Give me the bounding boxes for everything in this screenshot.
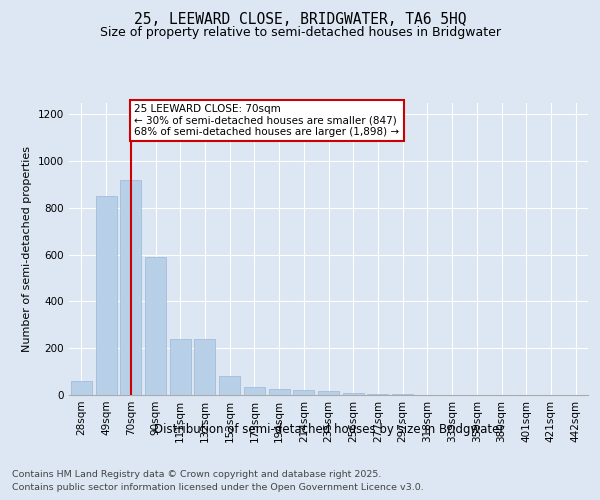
Text: Contains public sector information licensed under the Open Government Licence v3: Contains public sector information licen… <box>12 482 424 492</box>
Bar <box>392 394 413 395</box>
Bar <box>269 389 290 395</box>
Bar <box>343 393 364 395</box>
Text: Contains HM Land Registry data © Crown copyright and database right 2025.: Contains HM Land Registry data © Crown c… <box>12 470 382 479</box>
Text: 25, LEEWARD CLOSE, BRIDGWATER, TA6 5HQ: 25, LEEWARD CLOSE, BRIDGWATER, TA6 5HQ <box>134 12 466 28</box>
Bar <box>244 387 265 395</box>
Bar <box>194 339 215 395</box>
Bar <box>145 257 166 395</box>
Bar <box>170 339 191 395</box>
Bar <box>219 376 240 395</box>
Bar <box>120 180 141 395</box>
Text: 25 LEEWARD CLOSE: 70sqm
← 30% of semi-detached houses are smaller (847)
68% of s: 25 LEEWARD CLOSE: 70sqm ← 30% of semi-de… <box>134 104 400 137</box>
Bar <box>71 381 92 395</box>
Bar <box>293 390 314 395</box>
Bar <box>367 394 388 395</box>
Text: Size of property relative to semi-detached houses in Bridgwater: Size of property relative to semi-detach… <box>100 26 500 39</box>
Y-axis label: Number of semi-detached properties: Number of semi-detached properties <box>22 146 32 352</box>
Text: Distribution of semi-detached houses by size in Bridgwater: Distribution of semi-detached houses by … <box>154 422 504 436</box>
Bar <box>318 392 339 395</box>
Bar <box>95 196 116 395</box>
